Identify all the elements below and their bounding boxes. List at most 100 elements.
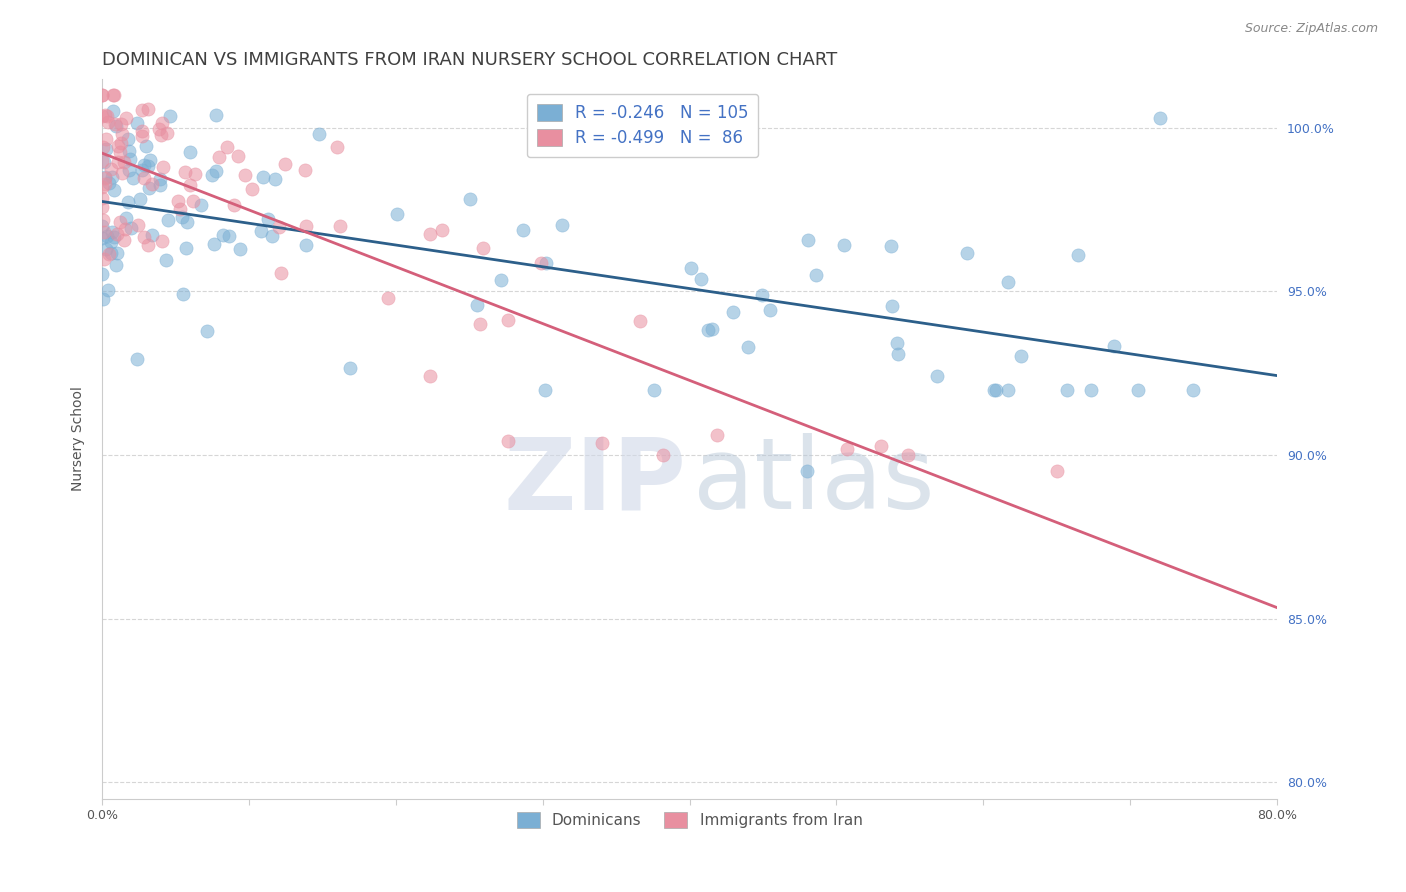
Point: [135, 138, 157, 153]
Point: [1056, 383, 1078, 397]
Point: [870, 439, 893, 453]
Point: [491, 272, 513, 286]
Point: [100, 235, 122, 249]
Point: [91, 219, 114, 233]
Point: [233, 168, 256, 182]
Point: [176, 241, 198, 255]
Point: [97, 114, 120, 128]
Point: [138, 181, 160, 195]
Point: [472, 241, 495, 255]
Text: ZIP: ZIP: [503, 434, 686, 531]
Point: [252, 169, 274, 184]
Point: [141, 228, 163, 243]
Point: [530, 256, 553, 270]
Point: [1104, 339, 1126, 353]
Point: [294, 162, 316, 177]
Point: [108, 145, 131, 160]
Point: [643, 383, 665, 397]
Point: [159, 109, 181, 123]
Point: [329, 219, 352, 233]
Point: [226, 149, 249, 163]
Point: [267, 219, 290, 234]
Point: [96, 109, 118, 123]
Point: [887, 347, 910, 361]
Point: [91, 140, 114, 154]
Point: [127, 218, 149, 232]
Point: [240, 182, 263, 196]
Point: [91, 292, 114, 306]
Point: [97, 246, 120, 260]
Point: [96, 228, 118, 243]
Point: [169, 202, 191, 217]
Point: [94, 142, 117, 156]
Point: [103, 183, 125, 197]
Point: [111, 127, 134, 141]
Point: [430, 222, 453, 236]
Point: [534, 256, 557, 270]
Point: [986, 383, 1008, 397]
Point: [90, 154, 112, 169]
Point: [150, 235, 173, 249]
Point: [804, 268, 827, 282]
Point: [104, 117, 127, 131]
Point: [118, 152, 141, 166]
Point: [591, 436, 613, 450]
Point: [273, 157, 295, 171]
Point: [110, 136, 132, 150]
Point: [205, 164, 228, 178]
Point: [270, 266, 292, 280]
Point: [120, 221, 142, 235]
Point: [91, 201, 114, 215]
Point: [512, 223, 534, 237]
Point: [796, 465, 818, 479]
Point: [211, 227, 233, 242]
Point: [103, 87, 125, 102]
Point: [107, 154, 129, 169]
Point: [93, 178, 115, 192]
Point: [167, 194, 190, 208]
Point: [797, 233, 820, 247]
Point: [229, 242, 252, 256]
Point: [496, 434, 519, 449]
Point: [205, 108, 228, 122]
Point: [1080, 383, 1102, 397]
Point: [697, 323, 720, 337]
Point: [118, 144, 141, 158]
Point: [132, 170, 155, 185]
Point: [751, 288, 773, 302]
Point: [117, 194, 139, 209]
Point: [149, 178, 172, 192]
Point: [129, 192, 152, 206]
Point: [91, 87, 114, 102]
Point: [250, 224, 273, 238]
Point: [136, 237, 159, 252]
Point: [93, 170, 115, 185]
Point: [956, 246, 979, 260]
Point: [1010, 349, 1032, 363]
Point: [832, 238, 855, 252]
Point: [136, 160, 159, 174]
Point: [110, 117, 132, 131]
Point: [100, 161, 122, 176]
Point: [886, 335, 908, 350]
Point: [737, 340, 759, 354]
Point: [190, 198, 212, 212]
Point: [131, 163, 153, 178]
Point: [202, 236, 225, 251]
Point: [112, 233, 135, 247]
Point: [101, 104, 124, 119]
Point: [1066, 248, 1088, 262]
Point: [127, 115, 149, 129]
Point: [93, 155, 115, 169]
Point: [110, 215, 132, 229]
Point: [104, 119, 127, 133]
Point: [215, 140, 238, 154]
Point: [148, 122, 170, 136]
Point: [222, 198, 245, 212]
Point: [156, 213, 179, 227]
Point: [100, 245, 122, 260]
Point: [90, 87, 112, 102]
Point: [308, 127, 330, 141]
Point: [218, 228, 240, 243]
Point: [260, 229, 283, 244]
